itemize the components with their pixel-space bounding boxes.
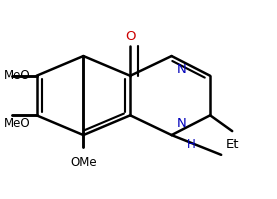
Text: MeO: MeO bbox=[3, 117, 30, 130]
Text: Et: Et bbox=[225, 139, 239, 151]
Text: H: H bbox=[186, 139, 195, 151]
Text: N: N bbox=[176, 117, 186, 130]
Text: N: N bbox=[176, 63, 186, 76]
Text: MeO: MeO bbox=[3, 69, 30, 82]
Text: O: O bbox=[125, 30, 135, 43]
Text: OMe: OMe bbox=[70, 156, 97, 169]
